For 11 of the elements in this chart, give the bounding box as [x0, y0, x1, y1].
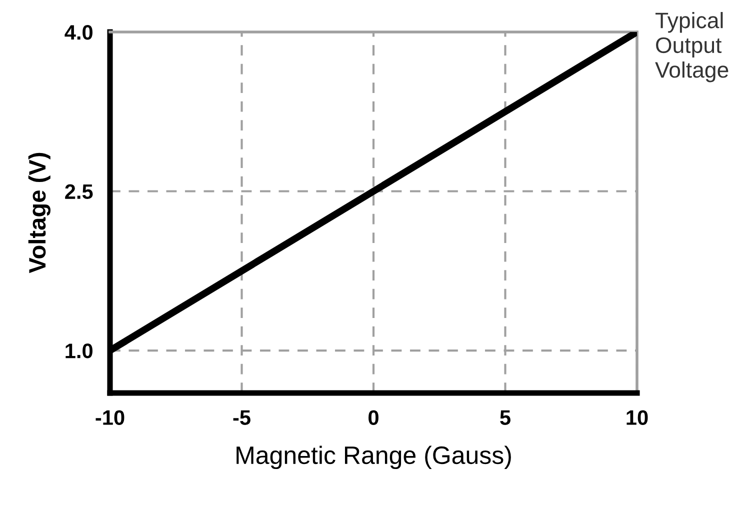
- y-tick-label: 4.0: [64, 25, 92, 40]
- x-axis-title: Magnetic Range (Gauss): [236, 446, 511, 470]
- x-tick-label: 5: [500, 410, 510, 425]
- x-tick-label: 10: [626, 410, 648, 425]
- y-tick-label: 2.5: [65, 184, 93, 200]
- y-tick-label: 1.0: [66, 344, 92, 358]
- x-tick-label: 0: [368, 410, 378, 425]
- text: Typical Output Voltage: [655, 12, 728, 82]
- x-tick-label: -5: [233, 410, 250, 425]
- x-tick-label: -10: [96, 410, 124, 425]
- y-axis-title: Voltage (V): [28, 152, 50, 274]
